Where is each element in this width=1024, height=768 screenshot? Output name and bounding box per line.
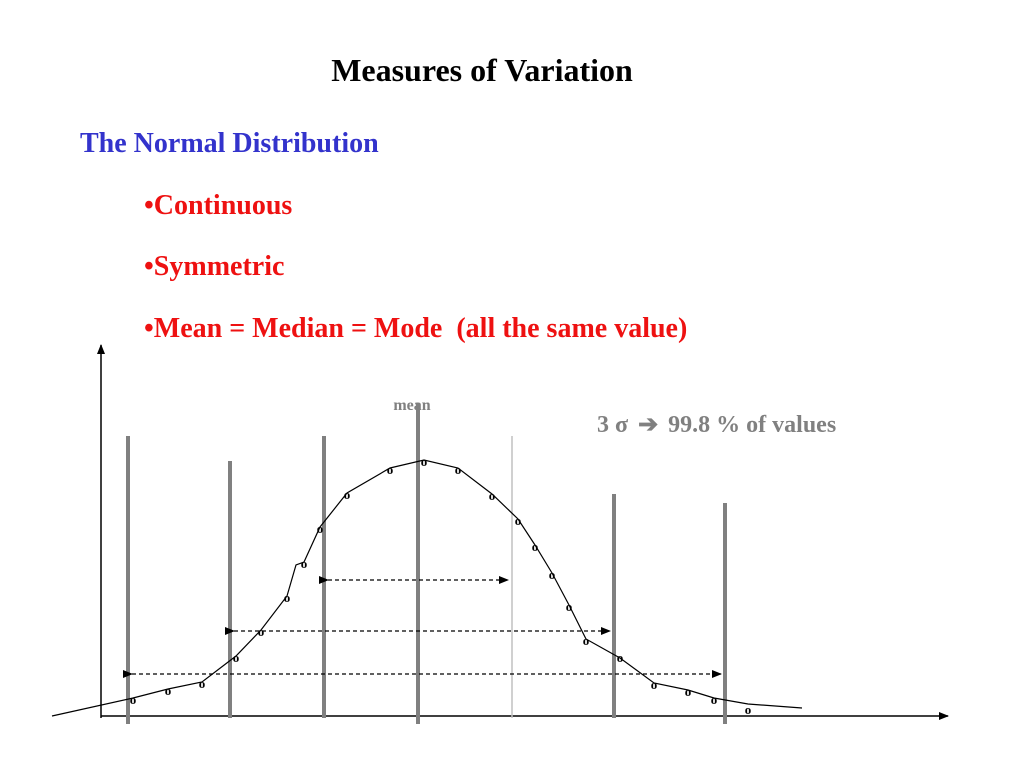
- point-marker: o: [130, 692, 137, 707]
- point-marker: o: [455, 462, 462, 477]
- point-marker: o: [387, 462, 394, 477]
- point-marker: o: [284, 590, 291, 605]
- slide-title: Measures of Variation: [331, 52, 633, 88]
- bullet-symmetric: •Symmetric: [144, 251, 285, 282]
- point-marker: o: [711, 692, 718, 707]
- point-marker: o: [317, 521, 324, 536]
- point-marker: o: [489, 488, 496, 503]
- point-marker: o: [233, 650, 240, 665]
- data-point-markers: o o o o o o o o o o o o o o o o o o o o …: [130, 454, 752, 717]
- point-marker: o: [617, 650, 624, 665]
- three-sigma-annotation: 3 σ ➔ 99.8 % of values: [597, 410, 836, 439]
- point-marker: o: [344, 487, 351, 502]
- three-sigma-text: 3 σ: [597, 412, 629, 438]
- point-marker: o: [583, 633, 590, 648]
- bullet-continuous: •Continuous: [144, 190, 293, 221]
- point-marker: o: [515, 513, 522, 528]
- point-marker: o: [532, 539, 539, 554]
- point-marker: o: [258, 624, 265, 639]
- point-marker: o: [549, 567, 556, 582]
- point-marker: o: [165, 683, 172, 698]
- bullet-mean-median-mode: •Mean = Median = Mode (all the same valu…: [144, 313, 688, 344]
- slide-subtitle: The Normal Distribution: [80, 128, 379, 159]
- point-marker: o: [199, 676, 206, 691]
- point-marker: o: [301, 556, 308, 571]
- point-marker: o: [745, 702, 752, 717]
- bell-curve: [51, 459, 803, 717]
- percent-of-values-text: 99.8 % of values: [668, 412, 837, 438]
- right-arrow-icon: ➔: [638, 412, 659, 438]
- point-marker: o: [685, 684, 692, 699]
- mean-label: mean: [393, 397, 430, 414]
- point-marker: o: [651, 677, 658, 692]
- point-marker: o: [566, 599, 573, 614]
- point-marker: o: [421, 454, 428, 469]
